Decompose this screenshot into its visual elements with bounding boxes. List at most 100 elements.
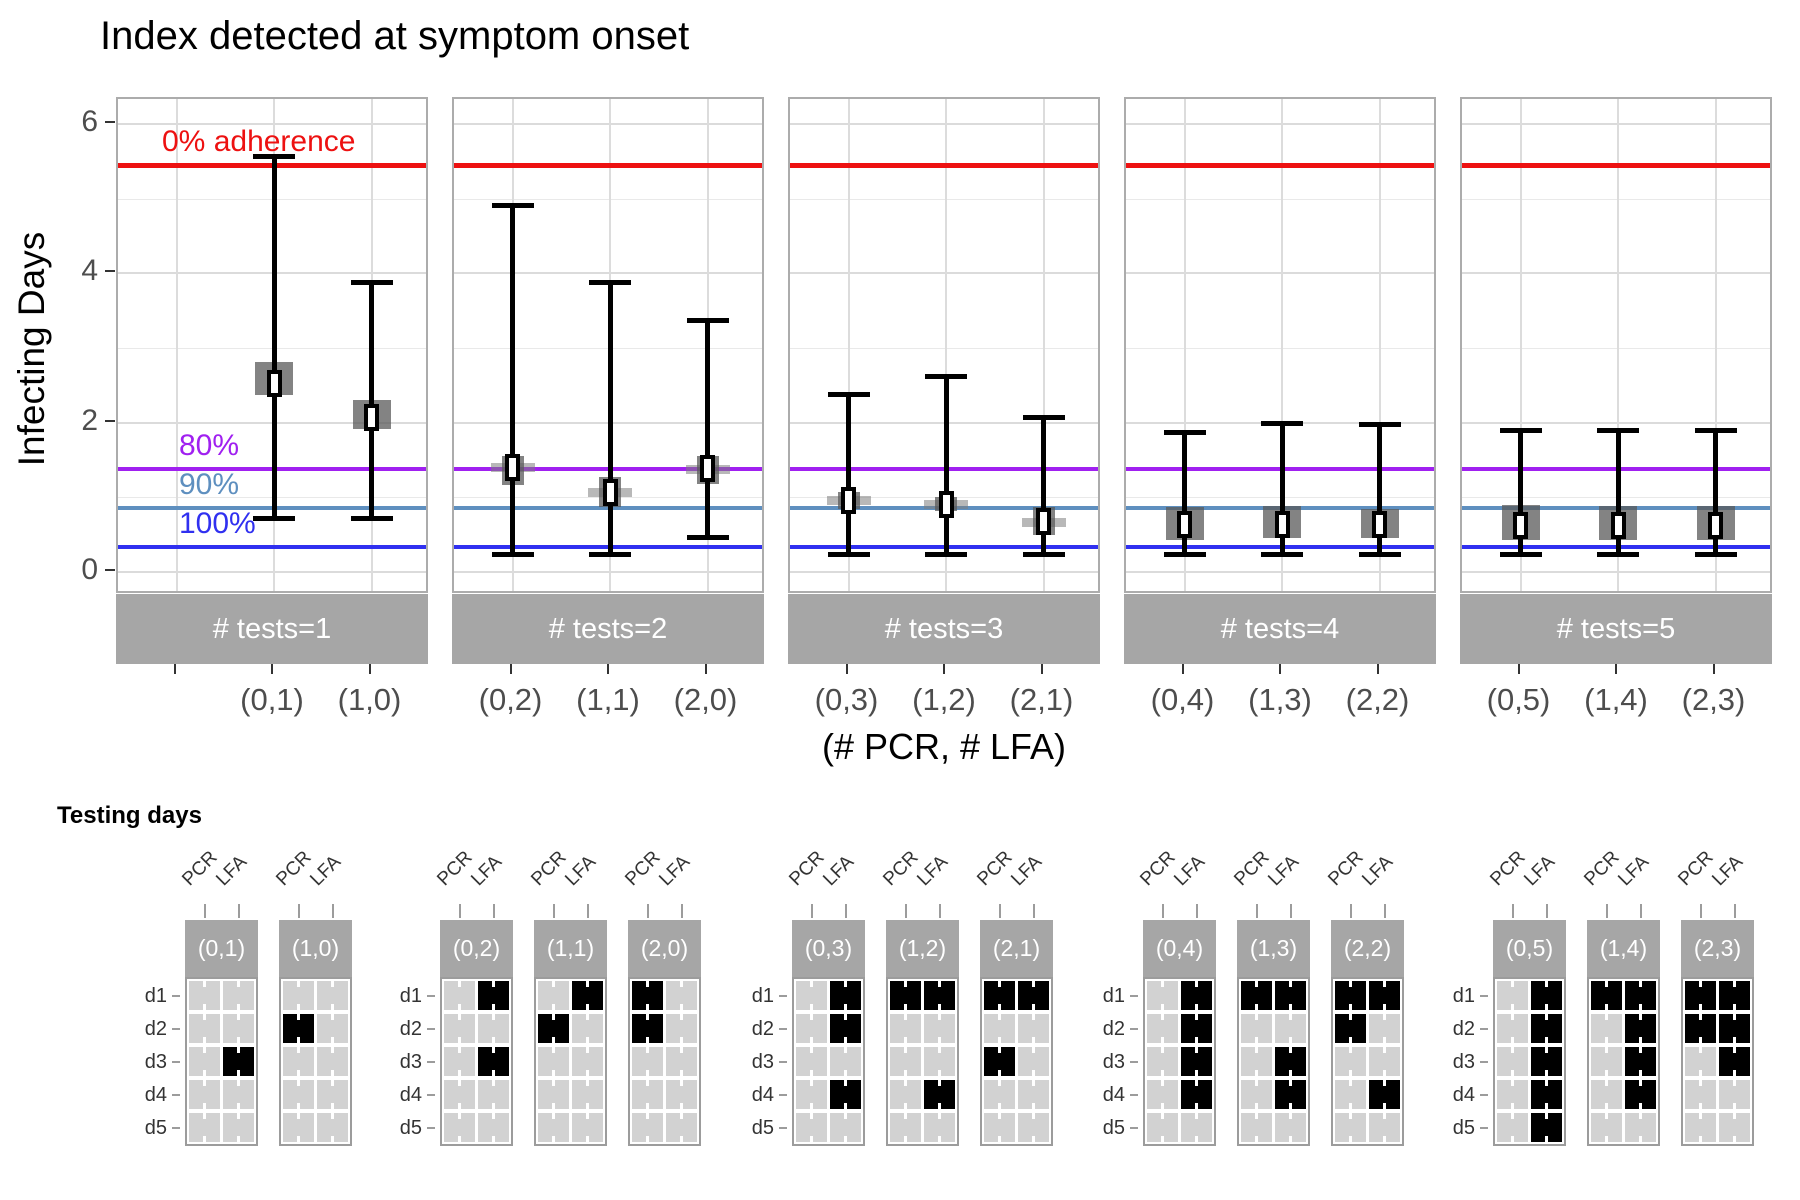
- testing-col-tick: [298, 904, 300, 918]
- testing-table-header-label: (2,0): [640, 935, 689, 961]
- whisker-cap-bottom: [1694, 551, 1737, 557]
- whisker-cap-bottom: [253, 515, 295, 521]
- test-cell-filled: [223, 1047, 254, 1076]
- y-tick-label: 2: [40, 404, 98, 438]
- x-tick-label: (0,2): [446, 682, 576, 718]
- test-cell: [1018, 1047, 1049, 1076]
- test-cell: [1241, 1113, 1272, 1142]
- test-cell-filled: [1181, 1014, 1212, 1043]
- x-axis-tick: [1615, 664, 1617, 674]
- test-cell: [1335, 1047, 1366, 1076]
- gridline-major-h: [118, 122, 426, 125]
- test-cell: [1369, 1014, 1400, 1043]
- x-axis-tick: [704, 664, 707, 674]
- x-tick-label-label: (2,3): [1681, 682, 1746, 717]
- testing-row-label-label: d3: [751, 1050, 774, 1073]
- testing-col-tick: [999, 904, 1001, 918]
- adherence-line-0pct: [1462, 163, 1770, 169]
- x-tick-label: (2,0): [641, 682, 771, 718]
- testing-col-label-lfa: LFA: [1257, 844, 1311, 898]
- test-cell: [1497, 1047, 1528, 1076]
- whisker-cap-top: [686, 317, 729, 323]
- test-cell: [1241, 1014, 1272, 1043]
- test-cell: [444, 1047, 475, 1076]
- test-cell: [1685, 1113, 1716, 1142]
- x-tick-label-label: (0,3): [814, 682, 879, 717]
- adherence-line-0pct: [1126, 163, 1434, 169]
- test-cell-filled: [283, 1014, 314, 1043]
- x-axis-title: (# PCR, # LFA): [821, 726, 1067, 767]
- median-marker: [1372, 510, 1387, 538]
- testing-row-label: d5: [382, 1115, 422, 1141]
- testing-col-tick: [811, 904, 813, 918]
- testing-row-tick: [1480, 1126, 1488, 1129]
- test-cell: [189, 1047, 220, 1076]
- test-cell: [666, 1047, 697, 1076]
- testing-row-label: d2: [1435, 1016, 1475, 1042]
- test-cell-filled: [1275, 1047, 1306, 1076]
- x-axis-tick: [1712, 664, 1715, 674]
- testing-table-header-label: (0,5): [1505, 935, 1554, 961]
- testing-col-tick: [238, 904, 240, 918]
- testing-col-label-lfa: LFA: [1000, 844, 1054, 898]
- testing-table-header: (2,0): [628, 920, 701, 977]
- testing-col-label-lfa-label: LFA: [212, 851, 252, 891]
- testing-col-label-lfa-label: LFA: [1614, 851, 1654, 891]
- testing-col-label-lfa: LFA: [554, 844, 608, 898]
- testing-row-tick: [779, 1126, 787, 1129]
- adherence-line-0pct: [454, 163, 762, 169]
- whisker-cap-top: [1694, 428, 1737, 434]
- testing-row-label: d3: [1085, 1049, 1125, 1075]
- test-cell: [1591, 1080, 1622, 1109]
- testing-row-label-label: d1: [399, 984, 422, 1007]
- adherence-label: 0% adherence: [162, 125, 355, 159]
- test-cell: [1147, 1113, 1178, 1142]
- whisker-cap-top: [1261, 420, 1303, 426]
- testing-table-header: (0,3): [792, 920, 865, 977]
- test-cell: [796, 1080, 827, 1109]
- x-axis-tick: [607, 664, 609, 674]
- testing-row-tick: [779, 994, 787, 997]
- whisker-line: [1518, 430, 1523, 555]
- test-cell: [984, 1014, 1015, 1043]
- test-cell-filled: [1625, 1080, 1656, 1109]
- testing-row-tick: [427, 1093, 435, 1096]
- testing-row-label: d4: [127, 1082, 167, 1108]
- testing-table-header: (1,3): [1237, 920, 1310, 977]
- x-tick-label: (1,0): [305, 682, 435, 718]
- testing-row-label-label: d3: [144, 1050, 167, 1073]
- testing-col-label-lfa: LFA: [906, 844, 960, 898]
- testing-row-label-label: d5: [1452, 1116, 1475, 1139]
- gridline-v: [175, 99, 178, 591]
- testing-col-label-lfa-label: LFA: [1007, 851, 1047, 891]
- gridline-v: [1617, 99, 1619, 591]
- whisker-cap-top: [1358, 422, 1401, 428]
- test-cell: [924, 1014, 955, 1043]
- gridline-major-h: [1126, 272, 1434, 275]
- testing-row-tick: [172, 994, 180, 997]
- facet-strip: # tests=2: [452, 594, 764, 664]
- test-cell-filled: [1625, 1014, 1656, 1043]
- testing-table-header-label: (0,4): [1155, 935, 1204, 961]
- whisker-cap-top: [350, 279, 393, 285]
- testing-row-label-label: d1: [1452, 984, 1475, 1007]
- test-cell-filled: [924, 981, 955, 1010]
- test-cell: [1719, 1080, 1750, 1109]
- testing-row-label-label: d2: [1452, 1017, 1475, 1040]
- testing-table-(0,1): [185, 977, 258, 1146]
- facet-panel: 0% adherence 80% 90% 100%: [116, 97, 428, 593]
- test-cell: [1497, 981, 1528, 1010]
- testing-table-(2,2): [1331, 977, 1404, 1146]
- test-cell: [1591, 1047, 1622, 1076]
- testing-col-tick: [1640, 904, 1642, 918]
- testing-row-tick: [427, 994, 435, 997]
- test-cell-filled: [538, 1014, 569, 1043]
- test-cell: [1241, 1080, 1272, 1109]
- test-cell: [890, 1080, 921, 1109]
- testing-row-tick: [779, 1060, 787, 1063]
- test-cell-filled: [830, 1014, 861, 1043]
- median-marker: [1274, 510, 1290, 538]
- y-axis-tick: [105, 569, 115, 571]
- test-cell-filled: [924, 1080, 955, 1109]
- test-cell: [189, 1080, 220, 1109]
